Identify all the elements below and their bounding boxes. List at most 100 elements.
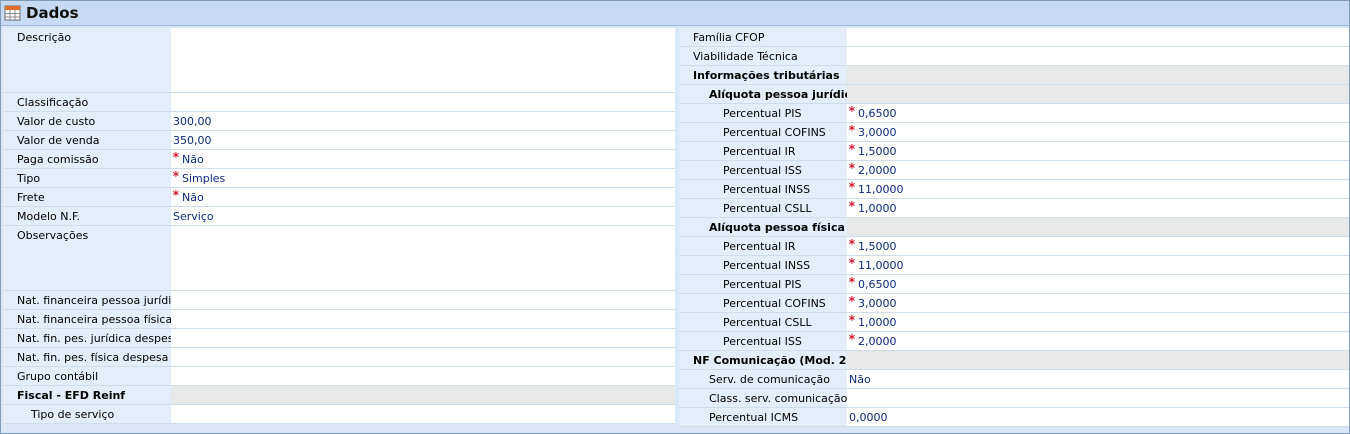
panel-header: Dados xyxy=(1,1,1349,26)
field-label: Percentual ISS xyxy=(679,332,847,350)
viabilidade-input[interactable] xyxy=(847,47,1349,65)
field-frete[interactable]: Frete * Não xyxy=(3,188,675,207)
pj-inss-input[interactable]: 11,0000 xyxy=(856,180,1349,198)
field-nat-fin-pf-despesa[interactable]: Nat. fin. pes. física despesa xyxy=(3,348,675,367)
section-nf-comunicacao: NF Comunicação (Mod. 21) xyxy=(679,351,1349,370)
field-label: Percentual IR xyxy=(679,142,847,160)
field-nat-fin-pj[interactable]: Nat. financeira pessoa jurídica xyxy=(3,291,675,310)
pf-inss-input[interactable]: 11,0000 xyxy=(856,256,1349,274)
field-pj-pis[interactable]: Percentual PIS * 0,6500 xyxy=(679,104,1349,123)
paga-comissao-select[interactable]: Não xyxy=(180,150,675,168)
field-label: Nat. fin. pes. física despesa xyxy=(3,348,171,366)
field-familia-cfop[interactable]: Família CFOP xyxy=(679,28,1349,47)
field-pf-pis[interactable]: Percentual PIS * 0,6500 xyxy=(679,275,1349,294)
field-percentual-icms[interactable]: Percentual ICMS 0,0000 xyxy=(679,408,1349,427)
field-label: Serv. de comunicação xyxy=(679,370,847,388)
field-observacoes[interactable]: Observações xyxy=(3,226,675,291)
modelo-nf-select[interactable]: Serviço xyxy=(171,207,675,225)
pj-csll-input[interactable]: 1,0000 xyxy=(856,199,1349,217)
table-icon xyxy=(4,4,22,22)
serv-comunicacao-select[interactable]: Não xyxy=(847,370,1349,388)
pj-ir-input[interactable]: 1,5000 xyxy=(856,142,1349,160)
frete-select[interactable]: Não xyxy=(180,188,675,206)
field-valor-custo[interactable]: Valor de custo 300,00 xyxy=(3,112,675,131)
pj-pis-input[interactable]: 0,6500 xyxy=(856,104,1349,122)
field-label: Percentual INSS xyxy=(679,180,847,198)
field-pf-ir[interactable]: Percentual IR * 1,5000 xyxy=(679,237,1349,256)
tipo-select[interactable]: Simples xyxy=(180,169,675,187)
field-label: Percentual PIS xyxy=(679,104,847,122)
section-aliquota-pf: Alíquota pessoa física xyxy=(679,218,1349,237)
pj-iss-input[interactable]: 2,0000 xyxy=(856,161,1349,179)
field-pf-iss[interactable]: Percentual ISS * 2,0000 xyxy=(679,332,1349,351)
tipo-servico-input[interactable] xyxy=(171,405,675,423)
required-marker: * xyxy=(848,332,855,346)
nat-fin-pj-despesa-input[interactable] xyxy=(171,329,675,347)
section-spacer xyxy=(847,351,1349,369)
field-paga-comissao[interactable]: Paga comissão * Não xyxy=(3,150,675,169)
nat-fin-pf-despesa-input[interactable] xyxy=(171,348,675,366)
field-class-serv-comunicacao[interactable]: Class. serv. comunicação xyxy=(679,389,1349,408)
descricao-input[interactable] xyxy=(171,28,675,92)
field-serv-comunicacao[interactable]: Serv. de comunicação Não xyxy=(679,370,1349,389)
field-pj-ir[interactable]: Percentual IR * 1,5000 xyxy=(679,142,1349,161)
pf-pis-input[interactable]: 0,6500 xyxy=(856,275,1349,293)
pf-csll-input[interactable]: 1,0000 xyxy=(856,313,1349,331)
field-pj-cofins[interactable]: Percentual COFINS * 3,0000 xyxy=(679,123,1349,142)
field-label: Valor de custo xyxy=(3,112,171,130)
pf-iss-input[interactable]: 2,0000 xyxy=(856,332,1349,350)
valor-custo-input[interactable]: 300,00 xyxy=(171,112,675,130)
pf-ir-input[interactable]: 1,5000 xyxy=(856,237,1349,255)
field-pf-cofins[interactable]: Percentual COFINS * 3,0000 xyxy=(679,294,1349,313)
field-modelo-nf[interactable]: Modelo N.F. Serviço xyxy=(3,207,675,226)
pj-cofins-input[interactable]: 3,0000 xyxy=(856,123,1349,141)
required-marker: * xyxy=(848,199,855,213)
field-grupo-contabil[interactable]: Grupo contábil xyxy=(3,367,675,386)
field-pj-iss[interactable]: Percentual ISS * 2,0000 xyxy=(679,161,1349,180)
section-aliquota-pj: Alíquota pessoa jurídica xyxy=(679,85,1349,104)
section-title: NF Comunicação (Mod. 21) xyxy=(679,351,847,369)
field-label: Class. serv. comunicação xyxy=(679,389,847,407)
field-valor-venda[interactable]: Valor de venda 350,00 xyxy=(3,131,675,150)
field-tipo[interactable]: Tipo * Simples xyxy=(3,169,675,188)
nat-fin-pj-input[interactable] xyxy=(171,291,675,309)
field-label: Percentual INSS xyxy=(679,256,847,274)
valor-venda-input[interactable]: 350,00 xyxy=(171,131,675,149)
field-pj-inss[interactable]: Percentual INSS * 11,0000 xyxy=(679,180,1349,199)
section-title: Alíquota pessoa jurídica xyxy=(679,85,847,103)
field-label: Paga comissão xyxy=(3,150,171,168)
field-label: Percentual ISS xyxy=(679,161,847,179)
percentual-icms-input[interactable]: 0,0000 xyxy=(847,408,1349,426)
pf-cofins-input[interactable]: 3,0000 xyxy=(856,294,1349,312)
field-label: Percentual COFINS xyxy=(679,294,847,312)
right-form-column: Família CFOP Viabilidade Técnica Informa… xyxy=(679,28,1349,427)
field-nat-fin-pf[interactable]: Nat. financeira pessoa física xyxy=(3,310,675,329)
field-label: Percentual COFINS xyxy=(679,123,847,141)
field-label: Percentual CSLL xyxy=(679,313,847,331)
field-label: Descrição xyxy=(3,28,171,92)
field-pj-csll[interactable]: Percentual CSLL * 1,0000 xyxy=(679,199,1349,218)
class-serv-comunicacao-input[interactable] xyxy=(847,389,1349,407)
grupo-contabil-input[interactable] xyxy=(171,367,675,385)
field-label: Tipo xyxy=(3,169,171,187)
field-label: Nat. fin. pes. jurídica despesa xyxy=(3,329,171,347)
required-marker: * xyxy=(172,188,179,202)
field-tipo-servico[interactable]: Tipo de serviço xyxy=(3,405,675,424)
field-descricao[interactable]: Descrição xyxy=(3,28,675,93)
required-marker: * xyxy=(848,275,855,289)
classificacao-input[interactable] xyxy=(171,93,675,111)
section-informacoes-tributarias: Informações tributárias xyxy=(679,66,1349,85)
field-label: Tipo de serviço xyxy=(3,405,171,423)
field-pf-inss[interactable]: Percentual INSS * 11,0000 xyxy=(679,256,1349,275)
field-classificacao[interactable]: Classificação xyxy=(3,93,675,112)
field-pf-csll[interactable]: Percentual CSLL * 1,0000 xyxy=(679,313,1349,332)
required-marker: * xyxy=(848,256,855,270)
familia-cfop-input[interactable] xyxy=(847,28,1349,46)
field-label: Valor de venda xyxy=(3,131,171,149)
nat-fin-pf-input[interactable] xyxy=(171,310,675,328)
section-title: Informações tributárias xyxy=(679,66,847,84)
observacoes-textarea[interactable] xyxy=(171,226,675,290)
field-nat-fin-pj-despesa[interactable]: Nat. fin. pes. jurídica despesa xyxy=(3,329,675,348)
required-marker: * xyxy=(172,169,179,183)
field-viabilidade-tecnica[interactable]: Viabilidade Técnica xyxy=(679,47,1349,66)
